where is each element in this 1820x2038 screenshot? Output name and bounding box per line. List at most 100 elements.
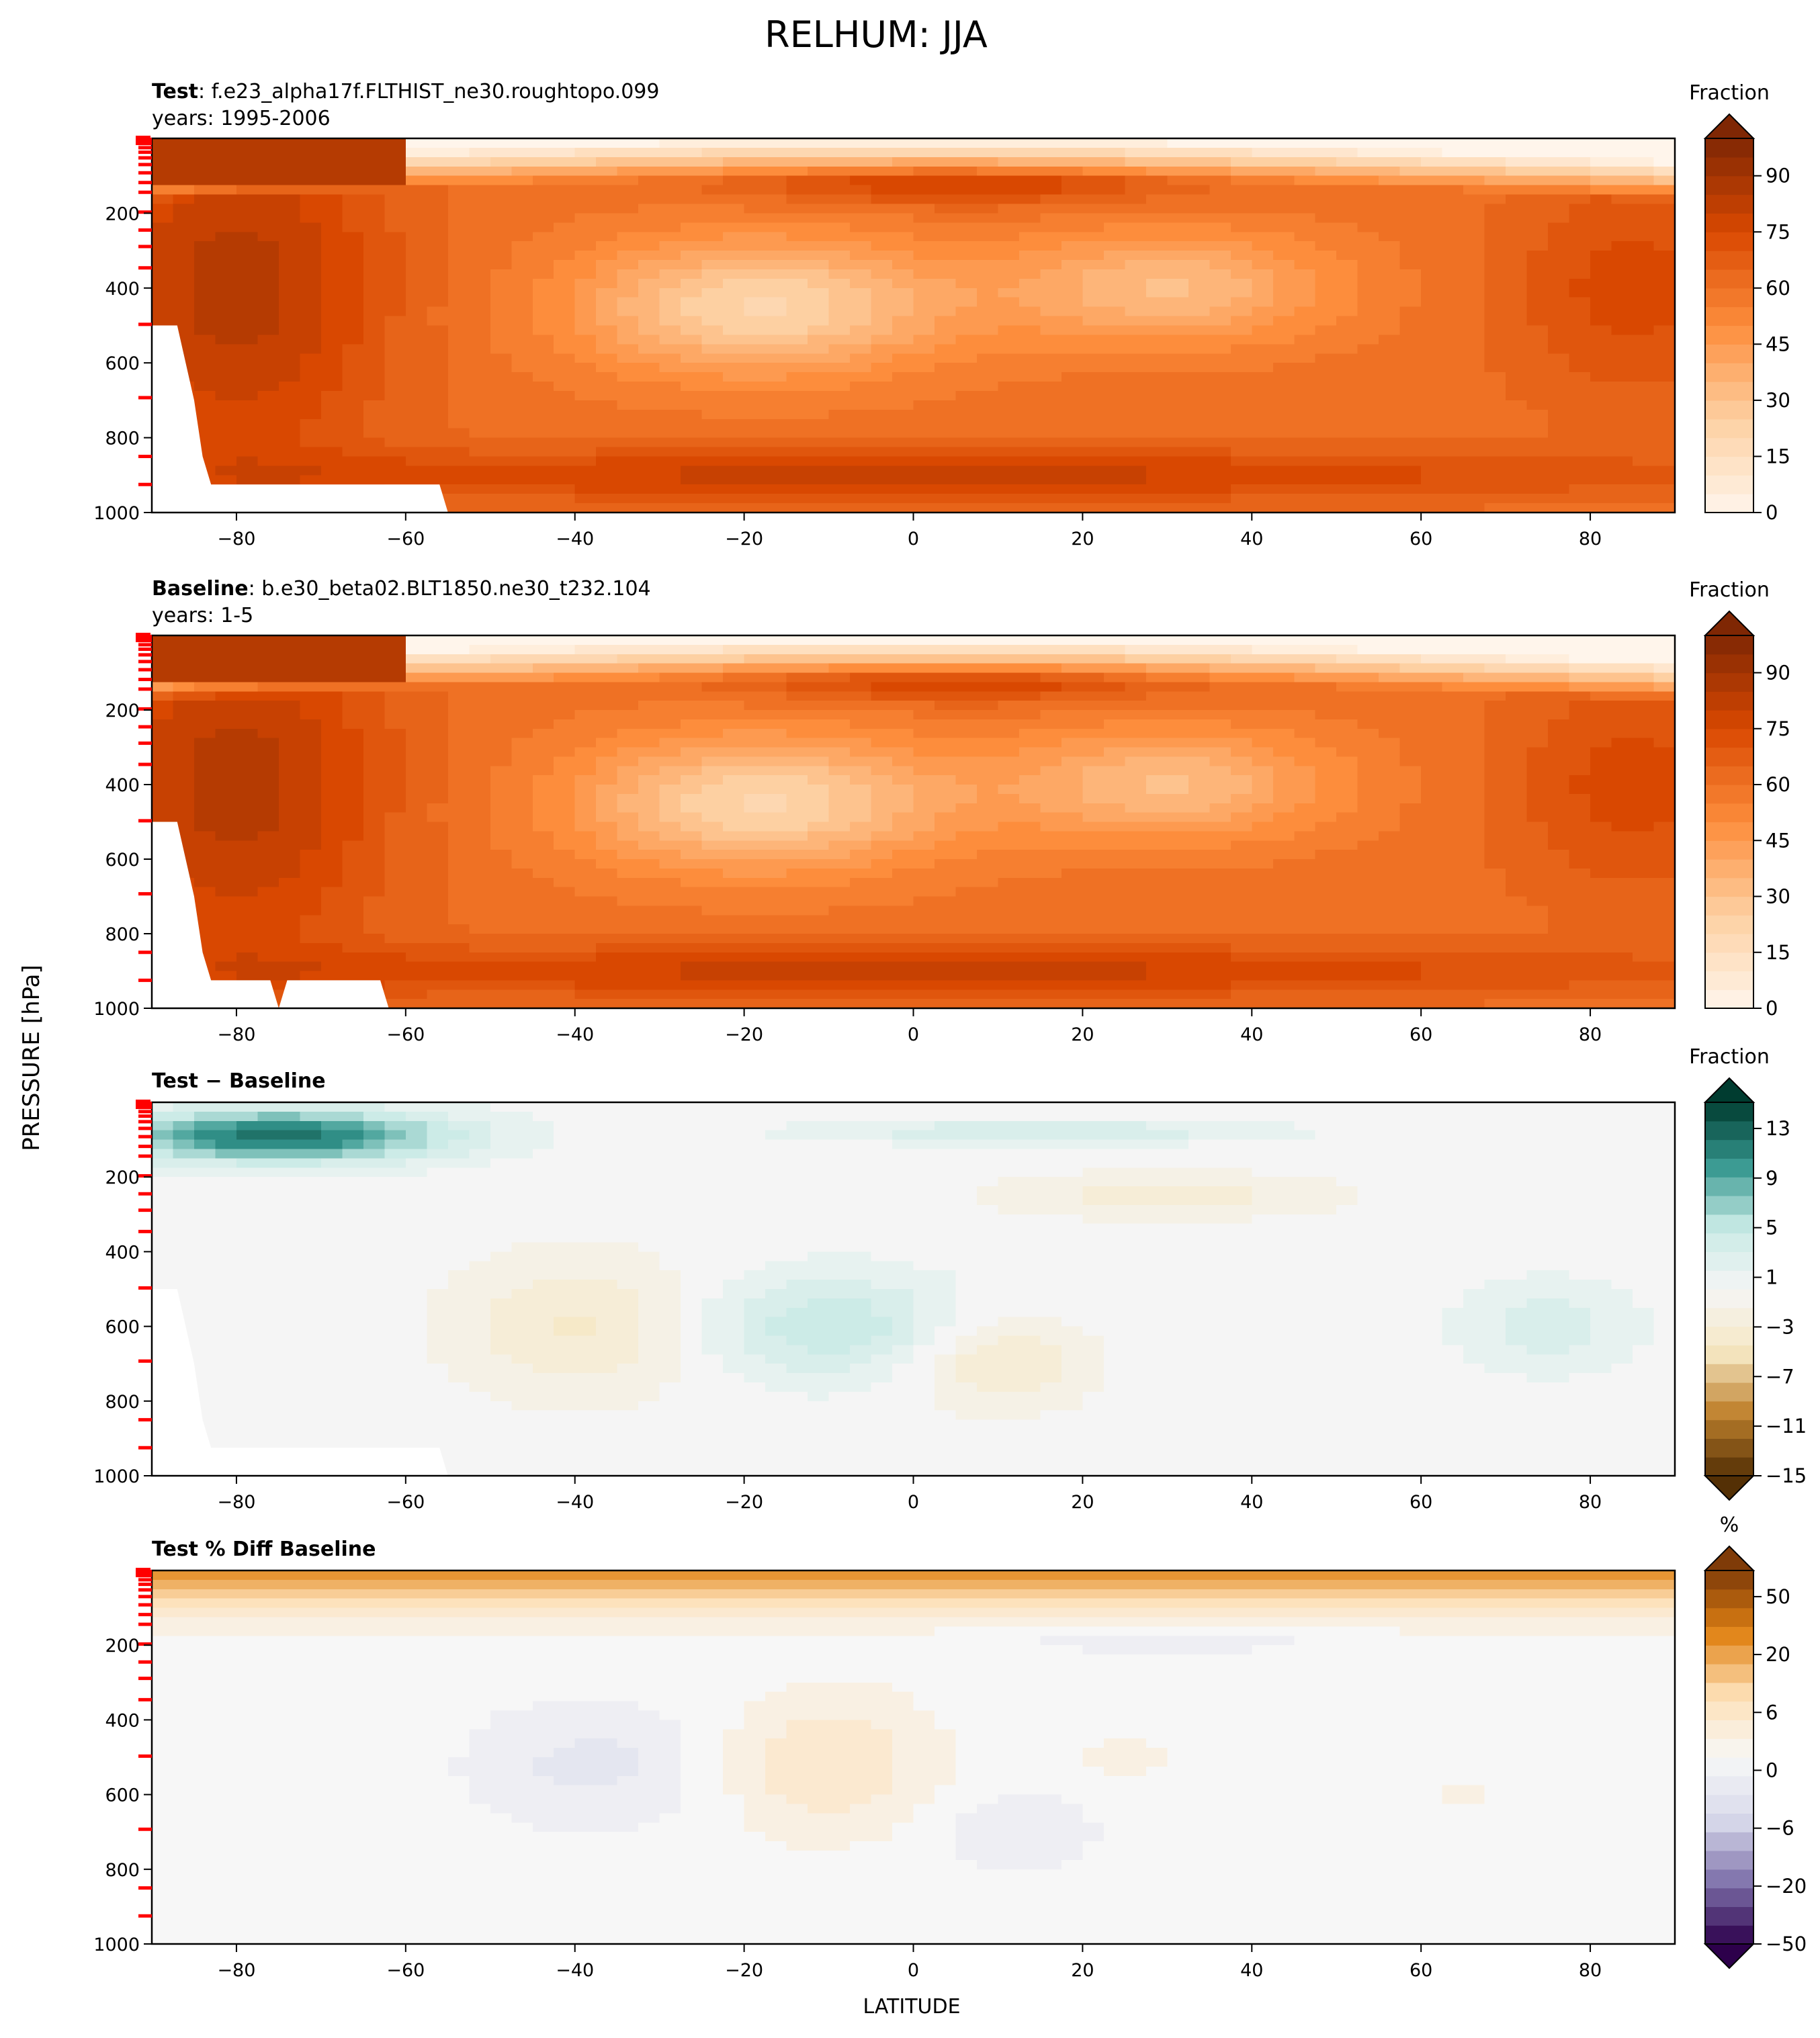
field-cell bbox=[914, 813, 935, 822]
field-cell bbox=[1104, 654, 1125, 664]
field-cell bbox=[173, 288, 194, 298]
field-cell bbox=[1167, 766, 1188, 775]
colorbar-segment bbox=[1705, 269, 1753, 288]
field-cell bbox=[1061, 251, 1083, 261]
field-cell bbox=[787, 400, 808, 410]
field-cell bbox=[998, 962, 1019, 971]
field-cell bbox=[1612, 466, 1633, 476]
field-cell bbox=[660, 701, 681, 710]
field-cell bbox=[363, 924, 385, 934]
field-cell bbox=[787, 869, 808, 878]
field-cell bbox=[575, 298, 597, 308]
field-cell bbox=[194, 897, 216, 906]
field-cell bbox=[617, 288, 639, 298]
field-cell bbox=[1040, 307, 1061, 317]
field-cell bbox=[702, 176, 724, 186]
field-cell bbox=[257, 288, 279, 298]
field-cell bbox=[469, 279, 490, 289]
field-cell bbox=[1061, 204, 1083, 214]
field-cell bbox=[1188, 260, 1210, 270]
field-cell bbox=[321, 391, 343, 401]
field-cell bbox=[1463, 298, 1485, 308]
field-cell bbox=[533, 887, 554, 897]
field-cell bbox=[1421, 279, 1442, 289]
field-cell bbox=[1019, 775, 1041, 785]
field-cell bbox=[744, 372, 766, 382]
field-cell bbox=[321, 475, 343, 485]
field-cell bbox=[1167, 363, 1188, 373]
field-cell bbox=[871, 897, 893, 906]
field-cell bbox=[173, 803, 194, 813]
field-cell bbox=[279, 915, 300, 924]
field-cell bbox=[1146, 934, 1168, 943]
field-cell bbox=[617, 635, 639, 645]
field-cell bbox=[533, 701, 554, 710]
field-cell bbox=[511, 962, 533, 971]
field-cell bbox=[236, 897, 258, 906]
field-cell bbox=[342, 905, 363, 915]
field-cell bbox=[406, 298, 427, 308]
field-cell bbox=[384, 859, 406, 869]
field-cell bbox=[1485, 391, 1506, 401]
field-cell bbox=[955, 447, 977, 457]
field-cell bbox=[1612, 335, 1633, 345]
field-cell bbox=[935, 887, 956, 897]
field-cell bbox=[914, 494, 935, 504]
field-cell bbox=[914, 382, 935, 392]
field-cell bbox=[744, 494, 766, 504]
field-cell bbox=[448, 859, 470, 869]
field-cell bbox=[1527, 353, 1549, 363]
field-cell bbox=[1358, 363, 1379, 373]
field-cell bbox=[236, 803, 258, 813]
colorbar-segment bbox=[1705, 475, 1753, 494]
field-cell bbox=[533, 400, 554, 410]
field-cell bbox=[1146, 419, 1168, 429]
field-cell bbox=[808, 664, 829, 673]
field-cell bbox=[1040, 645, 1061, 654]
field-cell bbox=[1400, 438, 1422, 448]
field-cell bbox=[448, 766, 470, 775]
field-cell bbox=[1590, 157, 1612, 167]
field-cell bbox=[1569, 475, 1591, 485]
field-cell bbox=[575, 943, 597, 952]
field-cell bbox=[1125, 664, 1146, 673]
field-cell bbox=[829, 429, 851, 439]
field-cell bbox=[1485, 307, 1506, 317]
field-cell bbox=[1209, 654, 1231, 664]
field-cell bbox=[1336, 222, 1358, 232]
field-cell bbox=[1442, 372, 1464, 382]
field-cell bbox=[1167, 905, 1188, 915]
field-cell bbox=[1421, 410, 1442, 420]
field-cell bbox=[511, 307, 533, 317]
field-cell bbox=[1590, 391, 1612, 401]
field-cell bbox=[321, 840, 343, 850]
field-cell bbox=[215, 654, 236, 664]
field-cell bbox=[1485, 148, 1506, 158]
field-cell bbox=[1485, 195, 1506, 205]
field-cell bbox=[511, 251, 533, 261]
field-cell bbox=[1061, 363, 1083, 373]
field-cell bbox=[490, 438, 512, 448]
field-cell bbox=[490, 410, 512, 420]
field-cell bbox=[363, 971, 385, 981]
field-cell bbox=[955, 766, 977, 775]
field-cell bbox=[533, 859, 554, 869]
field-cell bbox=[554, 241, 575, 251]
field-cell bbox=[1590, 466, 1612, 476]
field-cell bbox=[977, 176, 998, 186]
field-cell bbox=[575, 999, 597, 1008]
field-cell bbox=[469, 363, 490, 373]
field-cell bbox=[829, 185, 851, 195]
field-cell bbox=[279, 138, 300, 148]
field-cell bbox=[808, 840, 829, 850]
field-cell bbox=[702, 934, 724, 943]
field-cell bbox=[1061, 897, 1083, 906]
field-cell bbox=[1125, 363, 1146, 373]
field-cell bbox=[1569, 167, 1591, 177]
field-cell bbox=[1527, 157, 1549, 167]
field-cell bbox=[765, 148, 787, 158]
field-cell bbox=[1019, 934, 1041, 943]
field-cell bbox=[1231, 326, 1252, 336]
field-cell bbox=[638, 701, 660, 710]
field-cell bbox=[1082, 756, 1104, 766]
